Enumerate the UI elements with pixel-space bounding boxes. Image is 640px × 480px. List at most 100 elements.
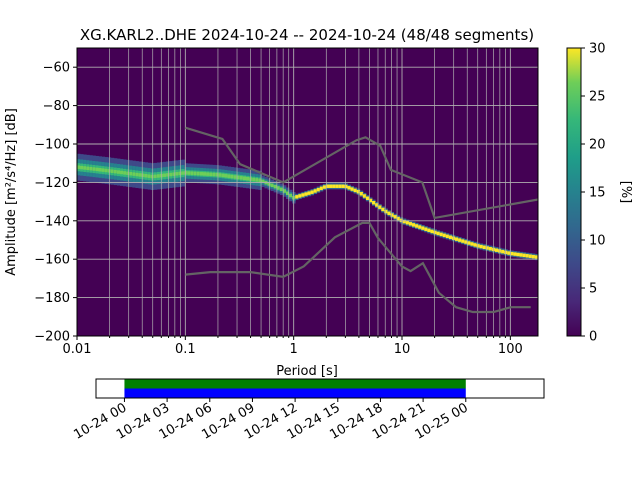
mode-cell xyxy=(482,245,487,250)
mode-cell xyxy=(332,184,336,188)
mode-cell xyxy=(362,194,367,198)
mode-cell xyxy=(242,176,247,180)
y-tick-label: −200 xyxy=(34,330,70,345)
mode-cell xyxy=(501,249,505,254)
mode-cell xyxy=(359,192,364,196)
y-tick-label: −100 xyxy=(34,138,70,153)
mode-cell xyxy=(270,183,275,188)
mode-cell xyxy=(77,165,81,169)
mode-cell xyxy=(464,240,468,244)
timeline-bands xyxy=(124,379,466,398)
mode-cell xyxy=(267,182,272,186)
mode-cell xyxy=(193,171,198,176)
mode-cell xyxy=(169,172,173,177)
mode-cell xyxy=(230,174,235,179)
mode-cell xyxy=(421,226,425,230)
y-tick-label: −120 xyxy=(34,176,70,191)
mode-cell xyxy=(415,224,419,228)
y-axis-ticks: −200 −180 −160 −140 −120 −100 −80 −60 xyxy=(34,61,77,345)
mode-cell xyxy=(433,230,437,235)
y-tick-label: −140 xyxy=(34,214,70,229)
mode-cell xyxy=(430,229,434,234)
mode-cell xyxy=(187,171,192,175)
mode-cell xyxy=(80,165,84,170)
mode-cell xyxy=(132,172,136,176)
colorbar-gradient xyxy=(566,47,582,337)
mode-cell xyxy=(153,174,158,179)
mode-cell xyxy=(378,205,382,209)
mode-cell xyxy=(159,173,164,178)
mode-cell xyxy=(163,173,167,177)
mode-cell xyxy=(310,190,315,194)
mode-cell xyxy=(319,186,324,191)
mode-cell xyxy=(381,207,385,212)
mode-cell xyxy=(246,176,250,181)
mode-cell xyxy=(516,252,520,257)
mode-cell xyxy=(304,192,308,196)
timeline-band xyxy=(124,379,466,389)
mode-cell xyxy=(522,253,527,258)
mode-cell xyxy=(396,216,401,221)
mode-cell xyxy=(129,171,133,176)
mode-cell xyxy=(519,253,524,257)
colorbar-tick-label: 0 xyxy=(589,330,597,345)
mode-cell xyxy=(411,223,416,227)
mode-cell xyxy=(138,173,142,177)
mode-cell xyxy=(276,186,281,190)
mode-cell xyxy=(227,174,232,178)
mode-cell xyxy=(95,167,99,172)
mode-cell xyxy=(236,175,241,180)
mode-cell xyxy=(113,169,118,174)
mode-cell xyxy=(488,247,493,251)
colorbar-tick-label: 10 xyxy=(589,234,606,249)
mode-cell xyxy=(89,166,93,171)
mode-cell xyxy=(325,184,330,188)
mode-cell xyxy=(439,232,444,237)
x-tick-label: 1 xyxy=(290,342,298,357)
mode-cell xyxy=(442,233,447,238)
mode-cell xyxy=(408,222,413,226)
colorbar-label: [%] xyxy=(618,181,633,204)
psd-plot-area: 0.01 0.1 1 10 100 −200 −180 −160 −140 −120 −100 −8… xyxy=(34,47,539,357)
mode-cell xyxy=(350,187,354,191)
colorbar: 0 5 10 15 20 25 30 [%] xyxy=(566,42,633,345)
mode-cell xyxy=(86,166,90,171)
mode-cell xyxy=(252,177,256,182)
mode-cell xyxy=(258,178,262,183)
mode-cell xyxy=(390,213,394,217)
mode-cell xyxy=(365,196,370,200)
mode-cell xyxy=(181,171,185,175)
x-axis-ticks: 0.01 0.1 1 10 100 xyxy=(63,336,523,357)
y-tick-label: −60 xyxy=(43,61,70,76)
mode-cell xyxy=(393,215,398,219)
mode-cell xyxy=(282,189,287,193)
mode-cell xyxy=(104,168,109,173)
mode-cell xyxy=(147,174,152,178)
mode-cell xyxy=(473,243,477,247)
mode-cell xyxy=(424,227,428,231)
y-tick-label: −180 xyxy=(34,291,70,306)
colorbar-tick-label: 15 xyxy=(589,186,606,201)
mode-cell xyxy=(255,178,259,182)
mode-cell xyxy=(347,186,351,190)
mode-cell xyxy=(196,171,201,176)
mode-cell xyxy=(298,194,302,198)
mode-cell xyxy=(455,237,459,241)
x-tick-label: 10 xyxy=(394,342,411,357)
mode-cell xyxy=(83,166,87,170)
mode-cell xyxy=(144,174,149,178)
mode-cell xyxy=(405,220,410,225)
mode-cell xyxy=(221,173,225,178)
mode-cell xyxy=(494,248,499,252)
mode-cell xyxy=(507,251,511,255)
mode-cell xyxy=(528,254,533,258)
mode-cell xyxy=(123,171,127,175)
mode-cell xyxy=(504,250,508,255)
mode-cell xyxy=(353,188,358,193)
colorbar-tick-label: 25 xyxy=(589,90,606,105)
mode-cell xyxy=(470,242,474,246)
mode-cell xyxy=(285,191,290,195)
